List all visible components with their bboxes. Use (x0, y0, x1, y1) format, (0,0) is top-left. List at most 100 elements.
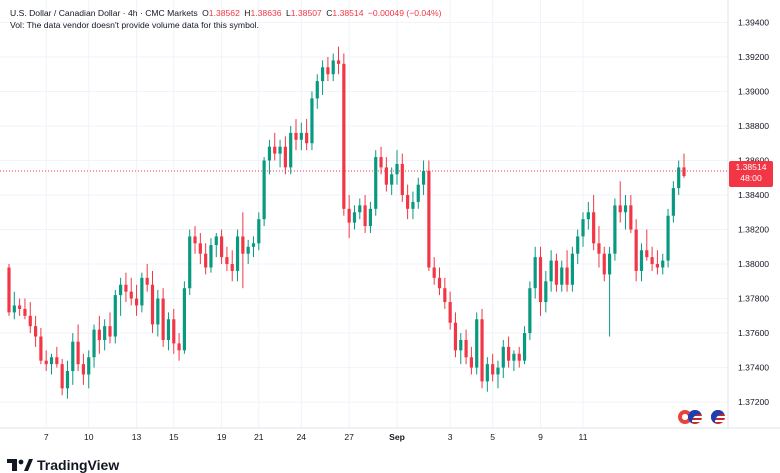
candle (283, 136, 287, 175)
candle (682, 153, 686, 178)
open-label: O (202, 8, 209, 18)
candle (156, 289, 160, 337)
candle (97, 315, 101, 354)
candle-body (129, 291, 133, 299)
candle (570, 246, 574, 292)
candle (23, 298, 27, 320)
candle-body (623, 205, 628, 213)
candle-body (331, 60, 335, 75)
candle (103, 319, 107, 351)
candle (432, 257, 436, 285)
candle (395, 150, 399, 185)
candle-body (618, 205, 622, 213)
candle (400, 153, 404, 202)
event-flag-us-2-icon[interactable] (711, 410, 725, 424)
candle (586, 201, 590, 230)
candle (320, 60, 325, 95)
candle (421, 160, 426, 196)
candle-body (81, 364, 86, 375)
candle (368, 201, 373, 233)
x-tick-label: 19 (217, 432, 227, 442)
candle-body (629, 205, 633, 230)
candle-body (533, 257, 537, 289)
candle (33, 315, 38, 347)
candle-body (416, 184, 420, 202)
candle (28, 302, 32, 334)
candle-body (49, 357, 54, 365)
candle-body (347, 208, 351, 223)
candle-body (76, 341, 80, 365)
candle (384, 157, 388, 192)
candle (634, 219, 638, 282)
candle-body (597, 243, 601, 254)
candle-body (395, 163, 399, 175)
candle (267, 139, 272, 175)
candle (65, 360, 70, 399)
candle-body (60, 364, 64, 389)
candle (671, 181, 675, 223)
open-value: 1.38562 (208, 8, 240, 18)
candle (629, 195, 633, 233)
x-tick-label: 13 (132, 432, 142, 442)
candle (512, 350, 516, 372)
candle-body (71, 341, 75, 372)
candle-body (113, 295, 117, 337)
candle-body (427, 170, 431, 268)
last-price-tag: 1.38514 48:00 (729, 161, 773, 187)
x-tick-label: 5 (490, 432, 495, 442)
candle (182, 281, 186, 354)
candle-body (342, 63, 346, 209)
candle-body (230, 264, 234, 271)
candle (352, 205, 357, 230)
candle-body (33, 326, 38, 337)
candle-body (469, 357, 473, 368)
chart-legend-header: U.S. Dollar / Canadian Dollar · 4h · CMC… (10, 8, 442, 18)
y-tick-label: 1.39400 (738, 17, 769, 27)
candle-body (485, 364, 489, 382)
candle (677, 160, 681, 196)
candle-body (677, 167, 681, 189)
candle-body (661, 260, 665, 268)
symbol-name[interactable]: U.S. Dollar / Canadian Dollar (10, 8, 121, 18)
candle-body (278, 146, 282, 154)
candle (618, 181, 622, 223)
x-tick-label: 27 (344, 432, 354, 442)
candle (453, 312, 458, 358)
interval[interactable]: 4h (127, 8, 138, 18)
candle-body (257, 219, 261, 244)
candle-body (522, 333, 527, 361)
close-label: C (326, 8, 333, 18)
candle-body (475, 319, 479, 368)
time-axis[interactable]: 7 10 13 15 19 21 24 27 Sep 3 5 9 11 (44, 432, 588, 442)
candle-body (108, 326, 112, 337)
last-price-value: 1.38514 (735, 162, 767, 172)
candle-body (421, 170, 426, 185)
candle (336, 46, 341, 75)
price-axis[interactable]: 1.39400 1.39200 1.39000 1.38800 1.38600 1.384… (738, 17, 769, 407)
candle (150, 270, 155, 334)
candle-body (214, 236, 218, 246)
candle-body (634, 229, 638, 271)
candle (645, 229, 649, 261)
candle-body (336, 60, 341, 64)
candle-body (459, 339, 463, 351)
candle-body (682, 167, 686, 177)
y-tick-label: 1.37400 (738, 363, 769, 373)
candle-body (161, 298, 165, 340)
candle (416, 177, 420, 209)
candle (326, 56, 330, 82)
candle-body (283, 146, 287, 168)
event-flag-us-icon[interactable] (688, 410, 702, 424)
candle (166, 312, 171, 351)
tradingview-logo[interactable]: TradingView (7, 457, 119, 473)
x-tick-label: 24 (297, 432, 307, 442)
candle-body (251, 243, 256, 247)
candle (576, 229, 580, 265)
candle-body (220, 236, 224, 258)
candle (18, 298, 22, 316)
candle-body (650, 257, 654, 265)
candle (363, 195, 367, 233)
candle-body (140, 277, 144, 306)
candle (650, 246, 654, 271)
